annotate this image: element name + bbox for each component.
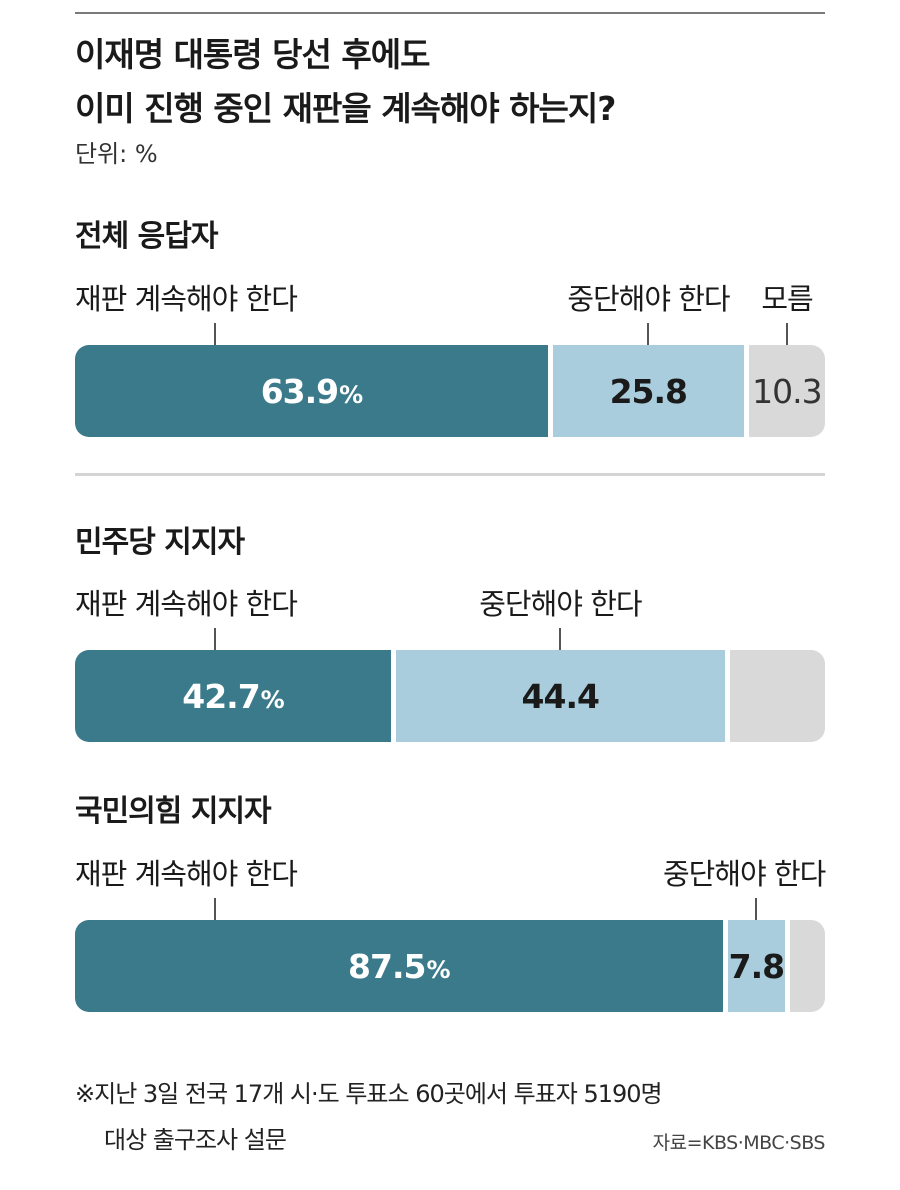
bar-segment-continue: 87.5%: [75, 920, 723, 1012]
top-rule: [75, 12, 825, 14]
bar-segment-continue: 63.9%: [75, 345, 548, 437]
percent-sign: %: [260, 685, 285, 714]
leader-line: [214, 898, 216, 920]
data-label: 87.5%: [348, 946, 450, 986]
category-label: 재판 계속해야 한다: [75, 587, 298, 621]
bar-segment-unknown: [785, 920, 825, 1012]
category-label: 재판 계속해야 한다: [75, 857, 298, 891]
unit-label: 단위: %: [75, 140, 158, 168]
group-title: 전체 응답자: [75, 219, 218, 254]
category-label: 중단해야 한다: [479, 587, 642, 621]
stacked-bar: 87.5% 7.8: [75, 920, 825, 1012]
bar-segment-stop: 25.8: [547, 345, 744, 437]
footnote-line1: ※지난 3일 전국 17개 시·도 투표소 60곳에서 투표자 5190명: [75, 1080, 663, 1108]
category-label: 중단해야 한다: [567, 282, 730, 316]
category-label: 모름: [761, 282, 813, 316]
data-label: 63.9%: [260, 371, 363, 411]
percent-sign: %: [426, 955, 450, 984]
data-label: 10.3: [752, 371, 822, 411]
bar-segment-unknown: 10.3: [743, 345, 825, 437]
data-label: 25.8: [609, 371, 688, 411]
stacked-bar: 63.9% 25.8 10.3: [75, 345, 825, 437]
leader-line: [755, 898, 758, 920]
bar-segment-stop: 44.4: [390, 650, 725, 742]
data-label: 7.8: [728, 946, 785, 986]
leader-line: [214, 323, 216, 345]
chart-title-line2: 이미 진행 중인 재판을 계속해야 하는지?: [75, 89, 616, 128]
data-label: 44.4: [521, 676, 600, 716]
bar-segment-unknown: [724, 650, 825, 742]
bar-segment-stop: 7.8: [722, 920, 786, 1012]
leader-line: [647, 323, 650, 345]
source-label: 자료=KBS·MBC·SBS: [652, 1132, 826, 1154]
stacked-bar: 42.7% 44.4: [75, 650, 825, 742]
section-divider: [75, 473, 825, 476]
group-title: 민주당 지지자: [75, 525, 245, 560]
category-label: 재판 계속해야 한다: [75, 282, 298, 316]
leader-line: [785, 323, 788, 345]
leader-line: [214, 628, 216, 650]
chart-title-line1: 이재명 대통령 당선 후에도: [75, 35, 430, 74]
percent-sign: %: [339, 380, 363, 409]
leader-line: [559, 628, 562, 650]
category-label: 중단해야 한다: [663, 857, 826, 891]
data-label: 42.7%: [182, 676, 285, 716]
bar-segment-continue: 42.7%: [75, 650, 391, 742]
footnote-line2: 대상 출구조사 설문: [104, 1126, 287, 1154]
group-title: 국민의힘 지지자: [75, 794, 272, 829]
